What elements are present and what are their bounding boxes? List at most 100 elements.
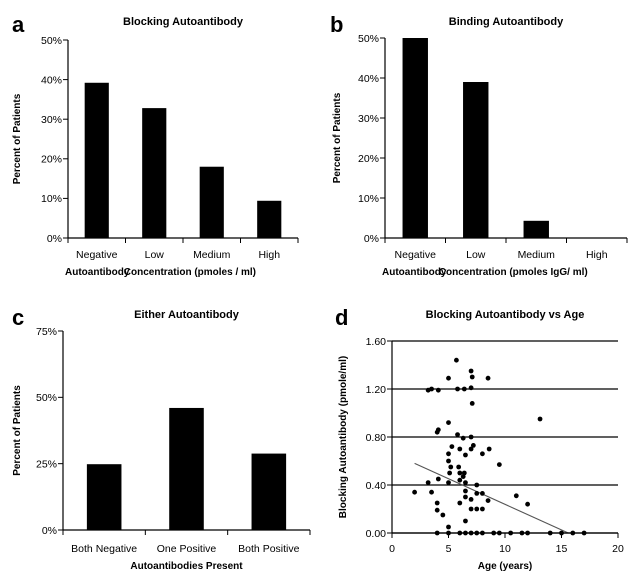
panel-letter: c [12, 305, 24, 330]
data-point [434, 500, 440, 506]
y-axis-label: Percent of Patients [332, 92, 343, 183]
chart-title: Binding Autoantibody [449, 16, 564, 28]
bar-low [463, 82, 489, 238]
data-point [468, 446, 474, 452]
y-tick-label: 50% [36, 392, 57, 404]
y-tick-label: 20% [358, 153, 379, 165]
data-point [412, 489, 417, 495]
panel-letter: a [12, 12, 25, 37]
y-tick-label: 30% [41, 114, 62, 126]
data-point [480, 451, 485, 457]
y-tick-label: 0% [42, 525, 57, 537]
data-point [460, 474, 466, 479]
data-point [480, 506, 485, 512]
data-point [429, 489, 434, 495]
data-point [435, 476, 441, 482]
data-point [537, 416, 543, 422]
category-label: Negative [76, 249, 118, 261]
category-label: Both Negative [71, 543, 137, 555]
data-point [446, 451, 451, 457]
data-point [435, 427, 441, 433]
x-axis-label-part-1: Autoantibody [65, 267, 130, 278]
data-point [468, 385, 474, 391]
data-point [469, 374, 475, 380]
data-point [455, 386, 460, 392]
category-label: Both Positive [238, 543, 299, 555]
y-tick-label: 40% [41, 74, 62, 86]
x-tick-label: 0 [389, 543, 395, 555]
bar-medium [199, 166, 224, 238]
bar-both-positive [251, 453, 287, 530]
data-point [460, 435, 466, 441]
data-point [449, 444, 455, 449]
y-tick-label: 50% [41, 35, 62, 47]
panel-a: a Blocking Autoantibody 0% 10% 20% 30% 40% 50% P… [12, 12, 299, 278]
data-point [457, 470, 463, 476]
panel-c: c Either Autoantibody 0% 25% 50% 75% Percent o… [12, 305, 311, 572]
category-label: Medium [193, 249, 231, 261]
y-tick-label: 75% [36, 326, 57, 338]
data-point [468, 506, 474, 512]
data-point [454, 357, 459, 363]
data-point [474, 506, 480, 512]
y-tick-label: 50% [358, 33, 379, 45]
data-point [468, 497, 474, 502]
y-tick-label: 1.20 [366, 384, 387, 396]
y-tick-label: 30% [358, 113, 379, 125]
chart-title: Blocking Autoantibody [123, 16, 244, 28]
data-point [446, 480, 451, 485]
data-point [448, 464, 454, 470]
data-point [429, 386, 434, 392]
y-tick-label: 0.40 [366, 480, 387, 492]
data-point [474, 491, 480, 496]
panel-letter: b [330, 12, 343, 37]
data-point [457, 446, 463, 452]
y-axis-label: Percent of Patients [12, 385, 23, 476]
category-label: High [258, 249, 280, 261]
bar-both-negative [86, 464, 122, 530]
data-point [434, 507, 440, 513]
data-point [446, 420, 451, 425]
data-point [455, 432, 460, 437]
y-tick-label: 10% [41, 193, 62, 205]
y-tick-label: 1.60 [366, 336, 387, 348]
data-point [456, 464, 462, 470]
x-axis-label-part-2: Concentration (pmoles / ml) [124, 267, 256, 278]
chart-title: Either Autoantibody [134, 309, 240, 321]
panel-d: d Blocking Autoantibody vs Age 0.00 0.40 0.8… [335, 305, 624, 572]
y-tick-label: 0.00 [366, 528, 387, 540]
x-axis-label-part-2: Concentration (pmoles IgG/ ml) [439, 267, 588, 278]
data-point [446, 524, 451, 530]
chart-title: Blocking Autoantibody vs Age [426, 309, 585, 321]
y-tick-label: 0% [364, 233, 379, 245]
data-point [446, 375, 451, 381]
x-tick-label: 10 [499, 543, 511, 555]
data-point [463, 488, 468, 494]
x-axis-label-part-1: Autoantibody [382, 267, 447, 278]
data-point [461, 386, 467, 392]
category-label: High [586, 249, 608, 261]
bar-low [142, 108, 167, 238]
data-point [470, 443, 476, 448]
x-tick-label: 5 [446, 543, 452, 555]
bar-negative [402, 38, 428, 238]
y-tick-label: 0% [47, 233, 62, 245]
category-label: Low [145, 249, 165, 261]
panel-b: b Binding Autoantibody 0% 10% 20% 30% 40% 50% Pe… [330, 12, 628, 278]
data-point [486, 446, 492, 452]
data-point [446, 458, 451, 464]
category-label: One Positive [157, 543, 217, 555]
bar-high [257, 200, 282, 238]
data-point [468, 434, 474, 440]
category-label: Low [466, 249, 486, 261]
data-point [513, 493, 519, 499]
data-point [463, 494, 468, 500]
y-tick-label: 25% [36, 458, 57, 470]
category-label: Medium [518, 249, 556, 261]
data-point [474, 482, 480, 488]
y-tick-label: 10% [358, 193, 379, 205]
data-point [485, 498, 491, 503]
panel-letter: d [335, 305, 348, 330]
data-point [463, 518, 468, 524]
